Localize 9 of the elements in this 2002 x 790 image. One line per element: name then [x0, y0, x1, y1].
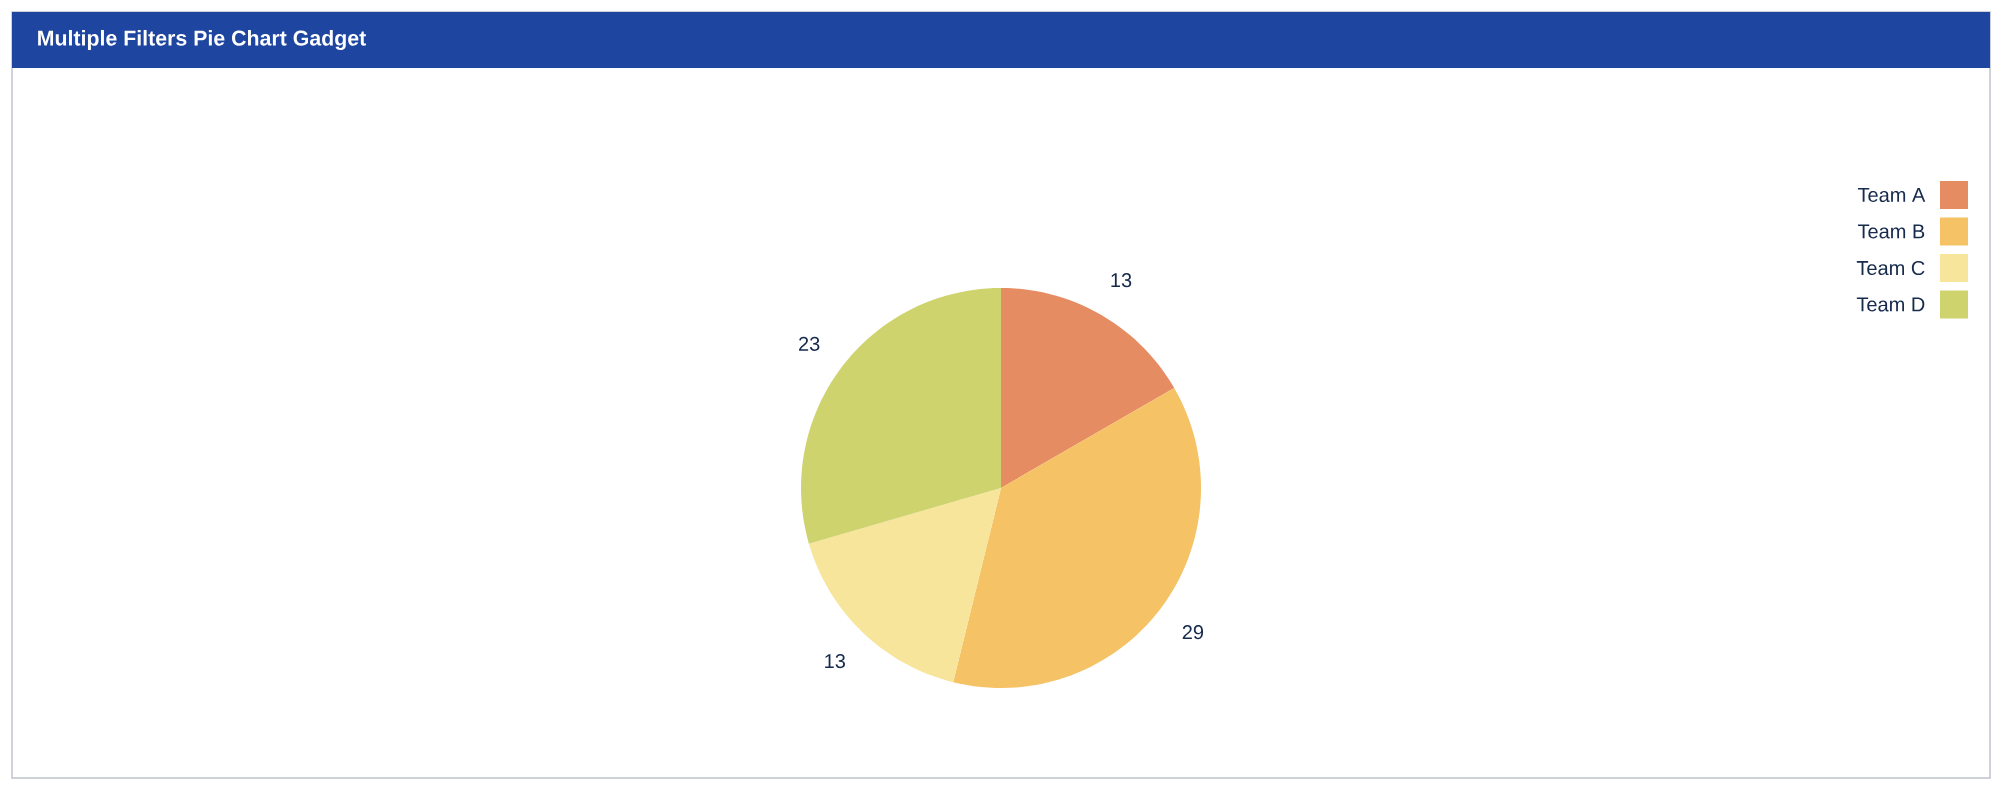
legend-label: Team B: [1857, 224, 1925, 239]
data-label: 29: [1182, 625, 1204, 640]
legend-label: Team D: [1856, 297, 1925, 312]
data-label: 13: [1111, 273, 1132, 288]
legend-label: Team C: [1856, 260, 1925, 276]
data-label: 23: [799, 336, 820, 351]
legend-label: Team A: [1857, 188, 1926, 202]
data-label: 13: [825, 654, 845, 669]
text: Multiple Filters Pie Chart Gadget: [38, 30, 366, 50]
